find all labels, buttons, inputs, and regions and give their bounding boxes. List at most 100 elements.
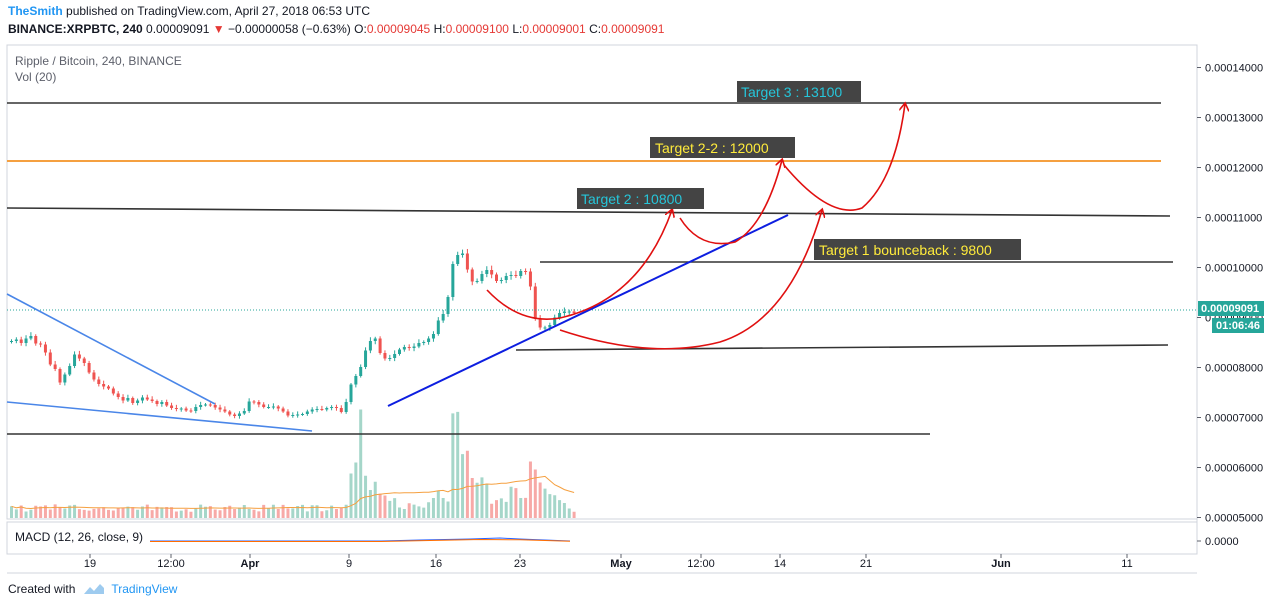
volume-bar: [204, 506, 207, 518]
volume-bar: [92, 508, 96, 518]
candle-body: [383, 353, 387, 359]
volume-bar: [140, 506, 144, 518]
volume-bar: [19, 505, 23, 518]
label-target1[interactable]: Target 1 bounceback : 9800: [814, 239, 1021, 260]
candle-body: [63, 374, 67, 383]
candle-body: [562, 311, 566, 313]
volume-bar: [107, 509, 110, 518]
candle-body: [208, 404, 212, 406]
candle-body: [456, 255, 460, 264]
volume-bar: [461, 454, 465, 518]
label-target22[interactable]: Target 2-2 : 12000: [650, 137, 795, 158]
macd-label: MACD (12, 26, close, 9): [15, 530, 143, 544]
volume-bar: [325, 510, 329, 518]
volume-bar: [412, 504, 416, 518]
volume-bar: [334, 509, 338, 518]
author-name[interactable]: TheSmith: [8, 4, 63, 18]
candle-body: [218, 407, 222, 410]
volume-bar: [208, 506, 212, 518]
candle-body: [330, 407, 334, 408]
candle-body: [140, 397, 144, 401]
volume-bar: [402, 509, 406, 518]
candle-body: [136, 400, 140, 403]
candle-body: [528, 271, 532, 287]
candle-body: [194, 407, 198, 411]
volume-bar: [567, 508, 571, 518]
projection-arrow-target22[interactable]: [679, 160, 782, 245]
label-target3[interactable]: Target 3 : 13100: [737, 81, 861, 102]
wedge-lower-line[interactable]: [6, 401, 313, 432]
volume-bar: [184, 509, 188, 518]
wedge-upper-line[interactable]: [6, 293, 216, 405]
candle-body: [301, 414, 304, 415]
candle-body: [174, 408, 178, 409]
volume-bar: [475, 482, 479, 518]
resistance-line[interactable]: [6, 207, 1171, 217]
candle-body: [344, 402, 348, 412]
price-tick-label: 0.00012000: [1205, 163, 1263, 175]
main-pane[interactable]: [6, 44, 1198, 520]
macd-signal-line: [150, 538, 571, 542]
candle-body: [199, 405, 203, 407]
volume-bar: [102, 507, 106, 518]
time-axis[interactable]: 19 12:00 Apr 9 16 23 May 12:00 14 21 Jun 11: [84, 554, 1133, 570]
volume-bar: [77, 509, 81, 518]
candle-body: [82, 358, 86, 363]
price-tick-label: 0.00014000: [1205, 63, 1263, 75]
last-price: 0.00009091: [146, 22, 210, 36]
candle-body: [485, 270, 489, 274]
candle-body: [334, 407, 338, 408]
candle-body: [514, 275, 518, 276]
volume-bar: [121, 508, 125, 518]
support-line[interactable]: [515, 344, 1169, 351]
projection-arrow-target2[interactable]: [486, 210, 672, 320]
volume-bar: [562, 503, 566, 518]
candle-body: [373, 338, 377, 341]
time-tick-label: 19: [84, 558, 96, 570]
candle-body: [495, 274, 498, 281]
volume-bar: [441, 498, 445, 518]
current-price-text: 0.00009091: [1201, 303, 1259, 315]
uptrend-line[interactable]: [387, 214, 789, 407]
candle-body: [417, 343, 421, 347]
volume-bar: [451, 413, 455, 518]
volume-bar: [286, 508, 290, 518]
macd-pane[interactable]: [6, 521, 1198, 555]
candle-body: [29, 336, 33, 339]
candle-body: [155, 401, 159, 404]
volume-bar: [53, 504, 57, 518]
volume-bar: [310, 505, 314, 518]
volume-bar: [320, 511, 324, 518]
label-target2[interactable]: Target 2 : 10800: [577, 188, 704, 209]
price-axis[interactable]: 0.00014000 0.00013000 0.00012000 0.00011000…: [1197, 63, 1263, 525]
candle-body: [296, 414, 300, 416]
tradingview-link[interactable]: TradingView: [111, 582, 178, 596]
projection-arrow-target3[interactable]: [783, 104, 905, 211]
candle-body: [77, 354, 81, 359]
publish-line: TheSmith published on TradingView.com, A…: [8, 4, 370, 18]
volume-bar: [237, 507, 241, 518]
candle-body: [558, 313, 562, 318]
volume-bar: [480, 477, 484, 518]
time-tick-label: 12:00: [687, 558, 715, 570]
volume-bar: [43, 505, 47, 518]
volume-bar: [126, 506, 130, 518]
projection-arrow-bounceback[interactable]: [559, 210, 822, 350]
volume-bar: [344, 504, 348, 518]
high-value: 0.00009100: [445, 22, 509, 36]
candle-body: [204, 404, 207, 406]
volume-bar: [301, 504, 304, 518]
candle-body: [102, 384, 106, 387]
volume-bar: [456, 411, 460, 518]
candle-body: [121, 397, 125, 401]
volume-bar: [73, 504, 77, 518]
volume-bar: [223, 507, 227, 518]
candle-body: [10, 341, 13, 342]
time-tick-label: 14: [774, 558, 786, 570]
candle-body: [111, 388, 115, 394]
volume-bar: [378, 493, 382, 518]
candle-body: [286, 411, 290, 416]
time-tick-label: Apr: [241, 558, 261, 570]
macd-axis-value: 0.0000: [1205, 536, 1239, 548]
